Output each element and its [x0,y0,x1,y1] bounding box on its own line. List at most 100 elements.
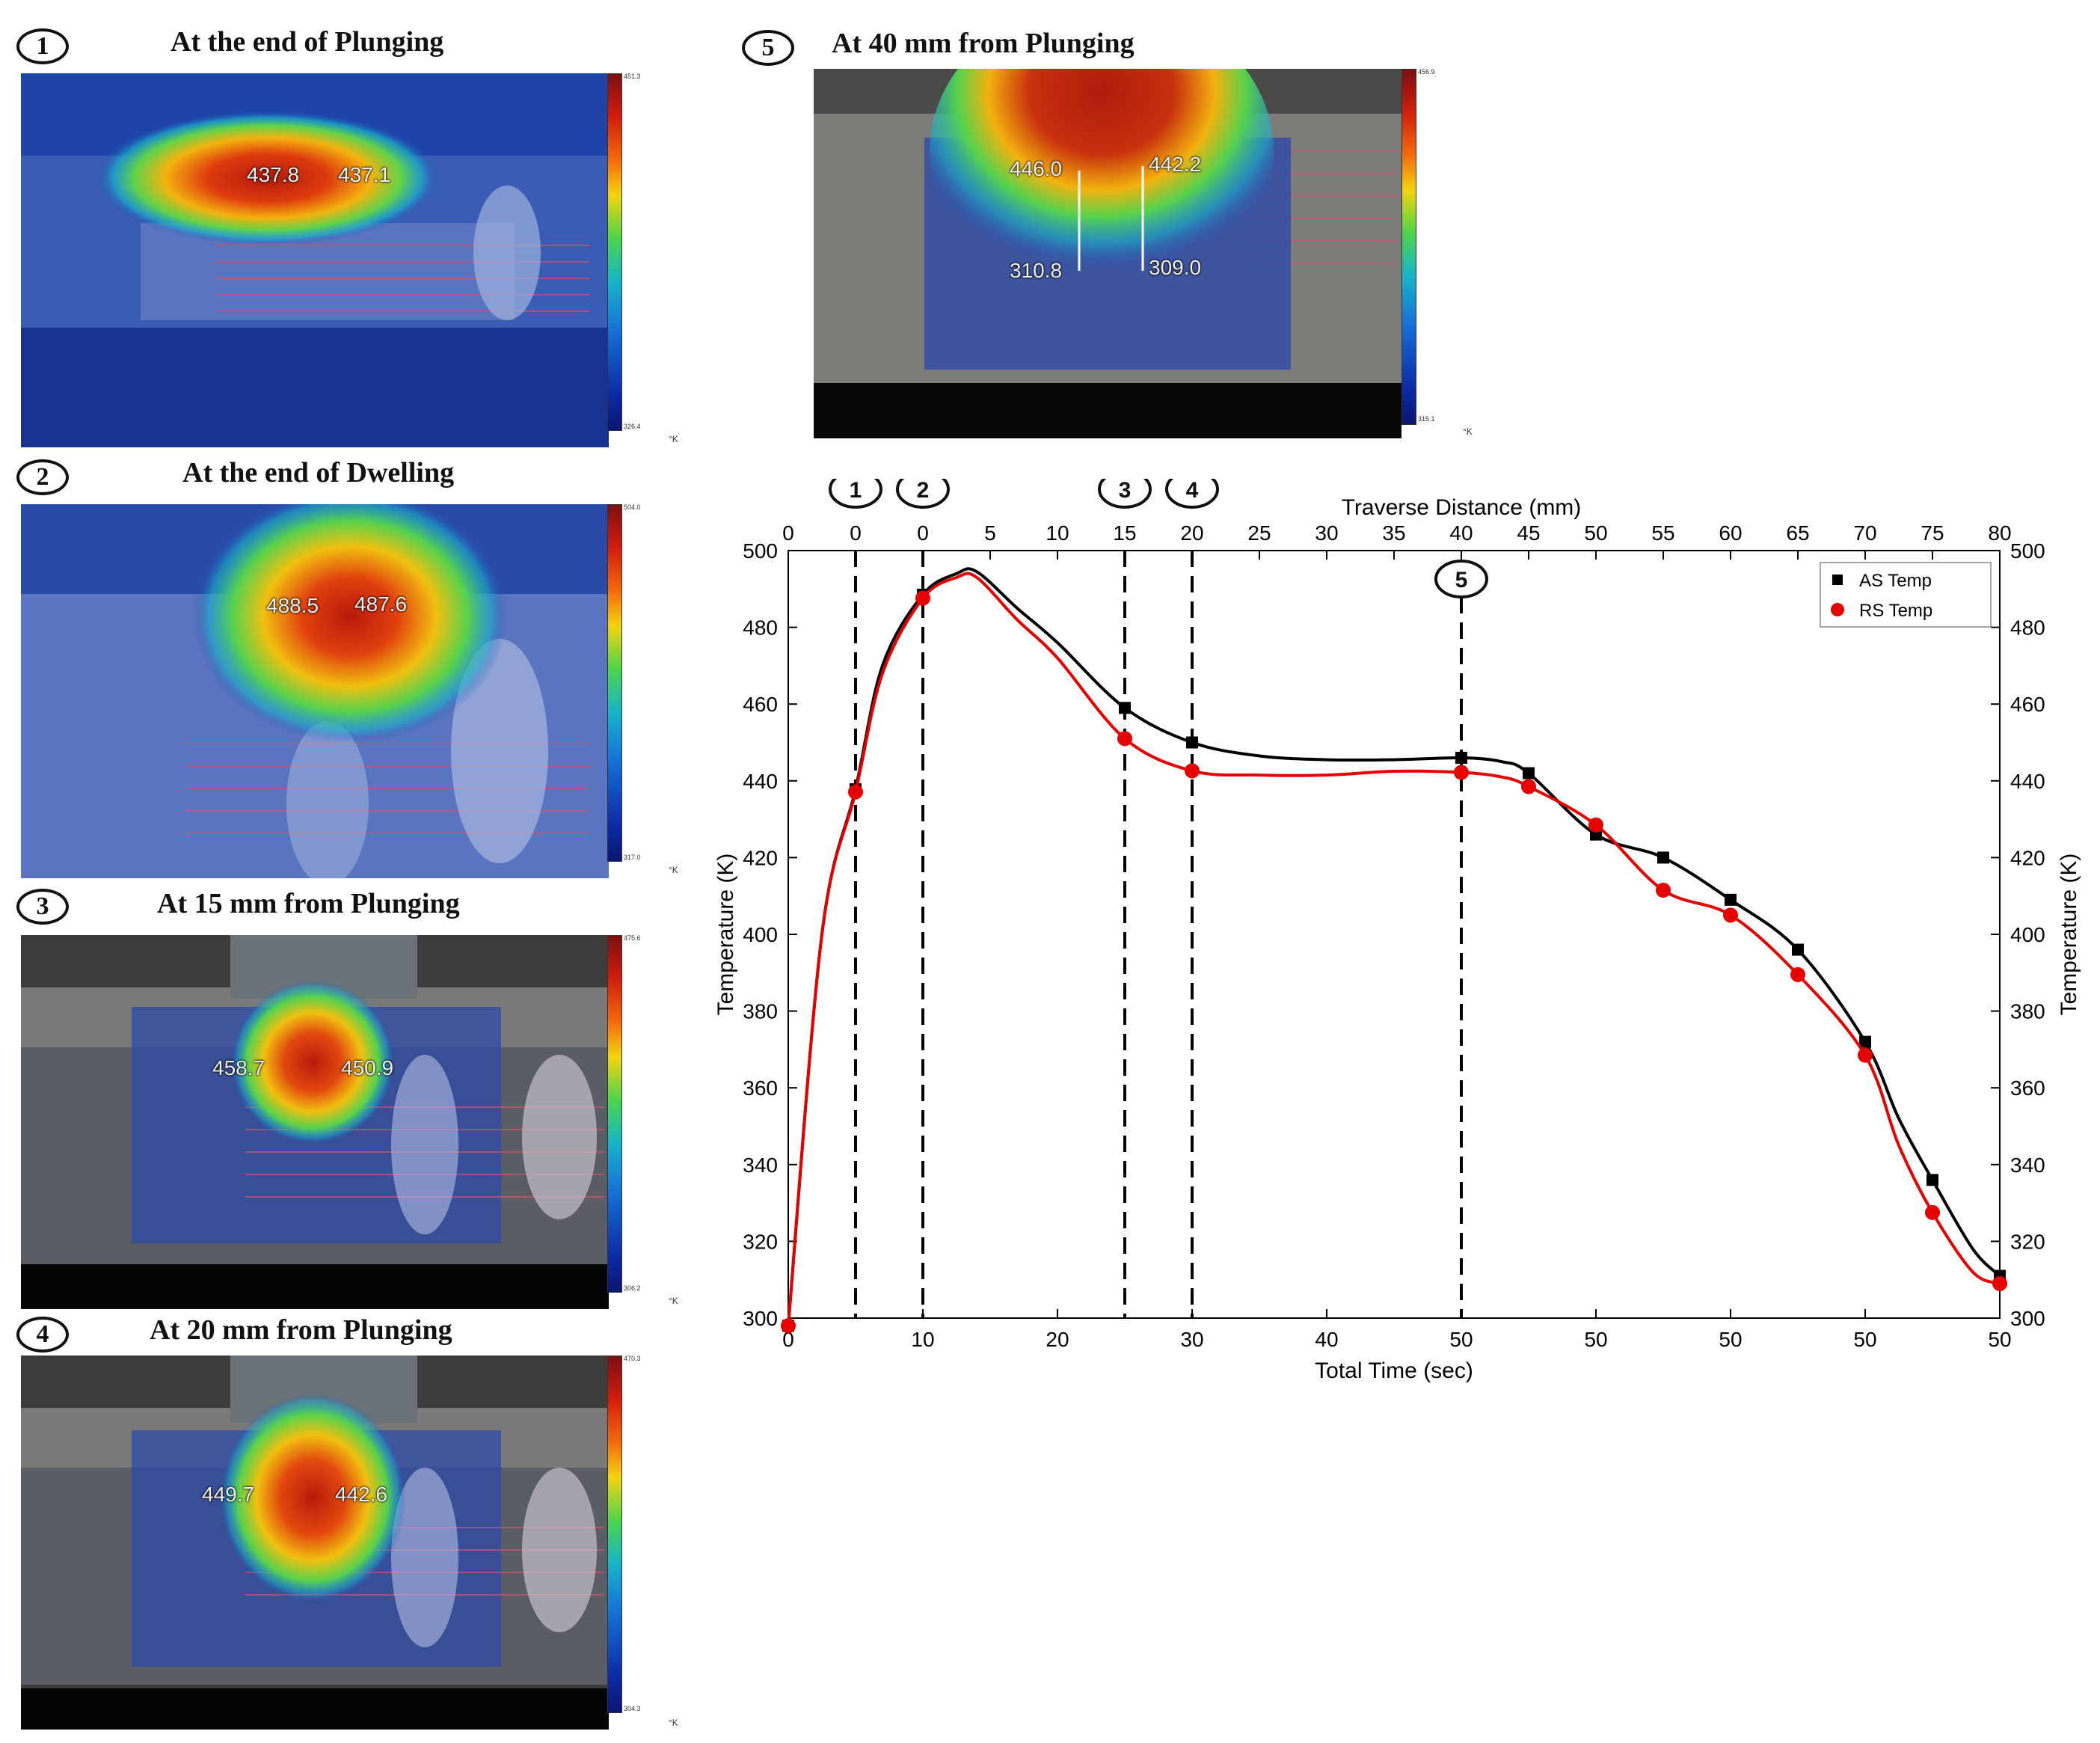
legend-rs-label: RS Temp [1859,601,1932,621]
panel-3-thermal-image [21,935,609,1309]
y-tick-label-right: 360 [2010,1076,2045,1100]
x-tick-label-top: 60 [1719,521,1742,545]
plot-frame [788,550,2001,1319]
panel-1-unit: °K [669,434,678,444]
panel-4-scale-min: 304.3 [624,1705,641,1712]
y-tick-label-left: 340 [743,1154,778,1177]
x-axis-label-top: Traverse Distance (mm) [1342,495,1582,520]
x-tick-label-top: 0 [917,521,929,545]
x-tick-label-bottom: 30 [1180,1328,1203,1351]
y-tick-label-left: 380 [743,1000,778,1023]
x-tick-label-top: 45 [1517,521,1540,545]
rs-temp-point [1117,731,1132,747]
panel-5-reading-top-right: 442.2 [1149,153,1202,176]
rs-temp-point [1790,967,1805,982]
y-axis-label-right: Temperature (K) [2057,854,2081,1016]
panel-5-number-badge: 5 [742,30,794,66]
stage-marker-label-5: 5 [1455,568,1468,592]
panel-1-number-badge: 1 [16,28,69,64]
rs-temp-point [1656,883,1671,898]
x-tick-label-top: 50 [1584,521,1607,545]
panel-2-reading-left: 488.5 [266,594,319,617]
as-temp-line [787,567,2001,1326]
panel-5-reading-top-left: 446.0 [1010,157,1063,180]
x-tick-label-top: 5 [984,521,996,545]
panel-4-unit: °K [669,1718,678,1728]
as-temp-point [1657,851,1669,864]
panel-4-reading-left: 449.7 [202,1483,255,1506]
rs-temp-point [915,590,930,606]
stage-marker-badge-2 [896,479,950,509]
panel-5-unit: °K [1463,426,1473,437]
rs-temp-point [1521,779,1536,794]
x-tick-label-bottom: 50 [1853,1328,1876,1351]
legend-as-label: AS Temp [1859,571,1932,591]
x-tick-label-bottom: 20 [1046,1328,1069,1351]
panel-4-reading-right: 442.6 [335,1483,388,1506]
rs-temp-point [1454,765,1469,780]
x-tick-label-top: 80 [1988,521,2011,545]
panel-2-unit: °K [669,865,678,875]
panel-3-title: At 15 mm from Plunging [157,888,460,919]
stage-marker-label-3: 3 [1119,479,1132,503]
panel-3-number-badge: 3 [16,889,69,925]
panel-2-title: At the end of Dwelling [182,457,455,488]
panel-1-title: At the end of Plunging [171,26,444,58]
x-tick-label-bottom: 0 [782,1328,794,1351]
x-tick-label-top: 35 [1382,521,1405,545]
panel-1-thermal-image [21,73,609,447]
panel-3-reading-right: 450.9 [341,1056,394,1079]
legend-box [1820,562,1992,628]
rs-temp-point [1185,763,1200,779]
y-tick-label-right: 400 [2010,923,2045,946]
panel-5-thermal-image [814,69,1401,438]
y-tick-label-left: 480 [743,616,778,640]
stage-marker-badge-3 [1098,479,1152,509]
panel-2-color-scale [607,504,622,862]
as-temp-point [1792,943,1804,956]
stage-marker-badge-1 [829,479,882,509]
rs-temp-point [1925,1204,1940,1220]
x-tick-label-top: 0 [850,521,862,545]
y-tick-label-right: 440 [2010,770,2045,793]
as-temp-point [1455,752,1467,765]
panel-3-scale-max: 475.6 [624,934,641,942]
x-tick-label-top: 30 [1315,521,1338,545]
x-tick-label-bottom: 40 [1315,1328,1338,1351]
x-tick-label-bottom: 50 [1988,1328,2011,1351]
y-tick-label-left: 300 [743,1307,778,1330]
y-tick-label-right: 500 [2010,539,2045,563]
panel-1-scale-max: 451.3 [624,73,641,80]
y-tick-label-right: 320 [2010,1230,2045,1253]
rs-temp-point [781,1318,796,1334]
rs-temp-line [787,572,2001,1326]
x-tick-label-top: 10 [1046,521,1069,545]
x-tick-label-top: 40 [1449,521,1473,545]
x-tick-label-bottom: 50 [1449,1328,1473,1351]
panel-4-number-badge: 4 [16,1317,69,1353]
panel-2-thermal-image [21,504,609,878]
rs-temp-point [1992,1275,2007,1291]
rs-temp-point [848,784,863,800]
panel-2-reading-right: 487.6 [354,592,408,616]
y-tick-label-left: 400 [743,923,778,946]
as-temp-point [1119,702,1131,714]
stage-marker-label-1: 1 [850,479,862,503]
panel-2-scale-max: 504.0 [624,503,641,511]
x-tick-label-top: 15 [1113,521,1136,545]
rs-temp-point [1723,907,1738,923]
y-tick-label-left: 460 [743,693,778,716]
stage-marker-badge-4 [1165,479,1219,509]
panel-5-scale-max: 456.9 [1418,68,1435,76]
x-tick-label-top: 75 [1921,521,1944,545]
panel-2-scale-min: 317.0 [624,854,641,861]
panel-3-unit: °K [669,1296,678,1306]
x-tick-label-bottom: 10 [911,1328,934,1351]
stage-marker-badge-5 [1434,560,1488,598]
x-tick-label-top: 25 [1247,521,1271,545]
y-tick-label-left: 500 [743,539,778,563]
panel-5-title: At 40 mm from Plunging [832,28,1135,59]
y-tick-label-right: 480 [2010,616,2045,640]
y-tick-label-right: 420 [2010,846,2045,869]
